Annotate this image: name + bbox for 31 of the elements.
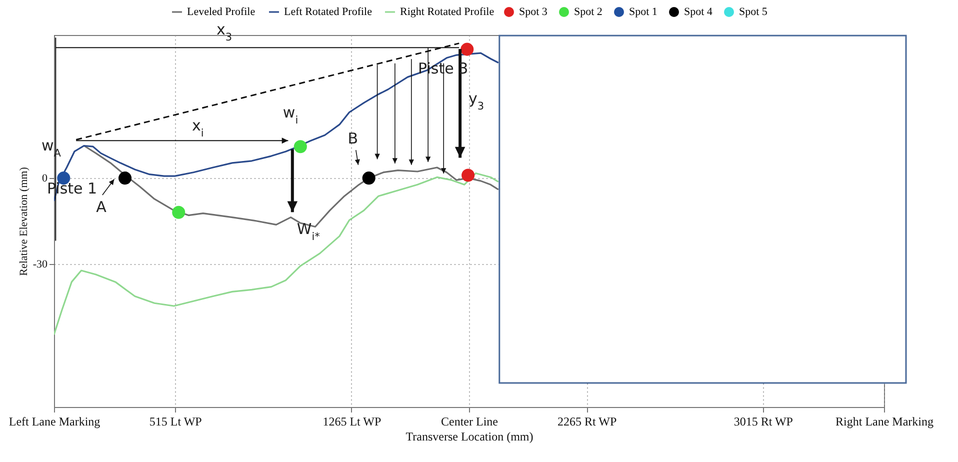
- legend-label: Spot 2: [574, 6, 602, 18]
- y-tick-label: 0: [42, 172, 48, 185]
- annotation: y$_{3}$: [468, 89, 484, 112]
- x-axis-title: Transverse Location (mm): [406, 430, 534, 444]
- x-tick-label: Left Lane Marking: [8, 414, 100, 428]
- x-tick-label: 2265 Rt WP: [558, 414, 617, 428]
- y-axis-title: Relative Elevation (mm): [18, 166, 30, 276]
- point: [172, 206, 186, 219]
- annotation: w$_{i}$: [282, 104, 298, 127]
- x-tick-label: 1265 Lt WP: [322, 414, 382, 428]
- legend-label: Spot 3: [519, 6, 548, 18]
- legend-label: Right Rotated Profile: [400, 6, 494, 18]
- point: [294, 140, 307, 154]
- x-tick-label: Center Line: [441, 414, 498, 428]
- x-tick-label: Right Lane Marking: [836, 414, 934, 428]
- annotation: x$_{i}$: [192, 116, 204, 140]
- legend-label: Spot 1: [629, 6, 658, 18]
- point: [362, 172, 376, 185]
- point: [462, 168, 475, 182]
- legend-label: Spot 5: [739, 6, 768, 18]
- legend-label: Left Rotated Profile: [284, 6, 372, 18]
- legend-label: Spot 4: [684, 6, 713, 18]
- x-tick-label: 515 Lt WP: [149, 414, 202, 428]
- annotation: B: [348, 129, 358, 148]
- annotation: W$_{i*}$: [296, 220, 320, 244]
- annotation: A: [96, 198, 108, 216]
- y-tick-label: -30: [32, 258, 48, 270]
- x-tick-label: 3015 Rt WP: [734, 414, 794, 428]
- legend-label: Leveled Profile: [187, 6, 256, 18]
- point: [460, 42, 474, 56]
- point: [118, 172, 132, 185]
